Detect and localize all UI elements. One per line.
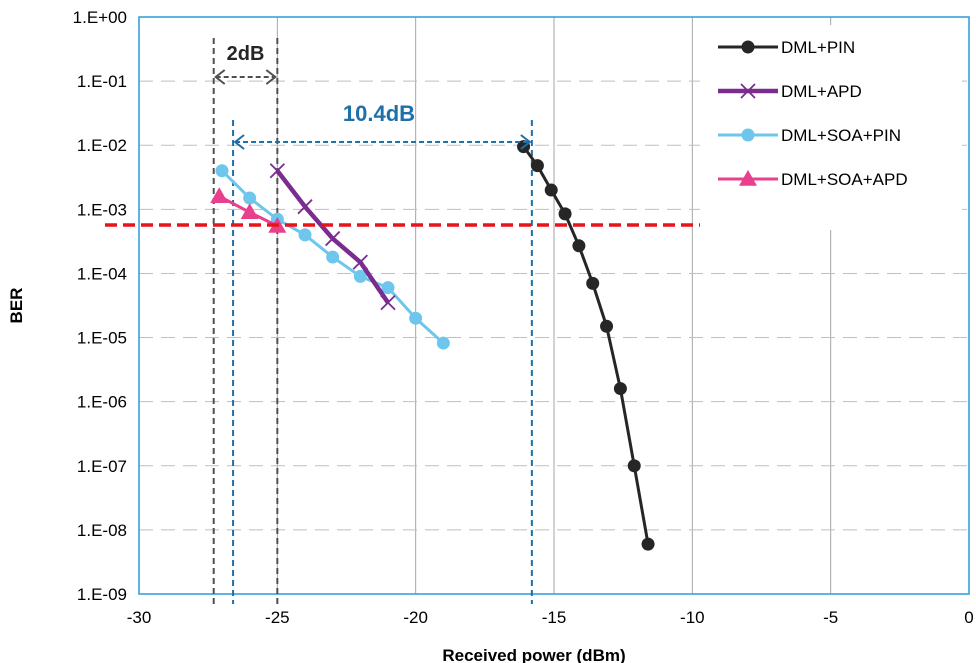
y-tick-label: 1.E+00 [73, 8, 127, 27]
legend-entry-dml-apd: DML+APD [718, 82, 862, 101]
data-point-dml-soa-pin [215, 164, 229, 178]
annotation-arrow-10-4db [233, 134, 532, 150]
reference-lines [212, 38, 533, 604]
series-line-dml-pin [522, 145, 650, 545]
series-dml-apd [269, 163, 396, 311]
x-tick-labels: -30 -25 -20 -15 -10 -5 0 [127, 608, 974, 627]
series-dml-soa-pin [215, 164, 450, 350]
data-point-dml-soa-apd [210, 187, 229, 203]
data-point-dml-apd [352, 254, 368, 270]
data-point-dml-soa-pin [326, 250, 340, 264]
legend-marker-dml-soa-apd [739, 170, 757, 186]
data-point-dml-pin [586, 276, 600, 290]
data-point-dml-pin [600, 319, 614, 333]
x-tick-label: -10 [680, 608, 705, 627]
y-axis-title: BER [7, 288, 26, 324]
legend-marker-dml-soa-pin [741, 128, 755, 142]
y-tick-label: 1.E-05 [77, 329, 127, 348]
x-axis-title: Received power (dBm) [442, 646, 625, 663]
annotation-arrow-2db [214, 69, 277, 85]
series-line-dml-apd [275, 169, 390, 304]
y-tick-labels: 1.E+00 1.E-01 1.E-02 1.E-03 1.E-04 1.E-05 1.E-… [73, 8, 127, 604]
x-tick-label: -30 [127, 608, 152, 627]
plot-area-border [138, 16, 970, 595]
data-point-dml-pin [613, 382, 627, 396]
y-tick-label: 1.E-01 [77, 72, 127, 91]
legend: DML+PIN DML+APD DML+SOA+PIN DML+SOA+APD [700, 25, 962, 230]
legend-label: DML+SOA+PIN [781, 126, 901, 145]
legend-marker-dml-pin [741, 40, 755, 54]
data-point-dml-apd [269, 163, 285, 179]
data-point-dml-soa-pin [353, 269, 367, 283]
data-point-dml-soa-pin [381, 281, 395, 295]
y-tick-label: 1.E-04 [77, 264, 127, 283]
x-tick-label: -20 [403, 608, 428, 627]
y-tick-label: 1.E-09 [77, 585, 127, 604]
y-tick-label: 1.E-08 [77, 521, 127, 540]
data-point-dml-soa-apd [240, 203, 259, 220]
y-tick-label: 1.E-06 [77, 393, 127, 412]
data-point-dml-apd [297, 199, 313, 215]
annotations: 2dB 10.4dB [214, 43, 532, 150]
legend-background [700, 25, 962, 230]
x-tick-label: -15 [542, 608, 567, 627]
legend-marker-dml-apd [740, 83, 756, 99]
legend-label: DML+PIN [781, 38, 855, 57]
data-point-dml-soa-pin [298, 228, 312, 242]
x-tick-label: 0 [964, 608, 973, 627]
series-dml-pin [517, 140, 655, 551]
data-point-dml-soa-pin [409, 311, 423, 325]
legend-entry-dml-soa-apd: DML+SOA+APD [718, 170, 908, 189]
x-tick-label: -25 [265, 608, 290, 627]
data-point-dml-apd [325, 230, 341, 247]
x-tick-label: -5 [823, 608, 838, 627]
legend-label: DML+APD [781, 82, 862, 101]
data-point-dml-soa-pin [243, 191, 257, 205]
legend-label: DML+SOA+APD [781, 170, 908, 189]
data-point-dml-pin [544, 183, 558, 197]
data-point-dml-pin [641, 537, 655, 551]
data-point-dml-apd [380, 295, 396, 311]
data-point-dml-pin [558, 207, 572, 221]
data-point-dml-pin [572, 239, 586, 253]
data-point-dml-soa-pin [436, 336, 450, 350]
annotation-label-2db: 2dB [227, 43, 265, 65]
data-point-dml-pin [627, 459, 641, 473]
y-tick-label: 1.E-02 [77, 136, 127, 155]
y-tick-label: 1.E-07 [77, 457, 127, 476]
data-point-dml-pin [530, 159, 544, 173]
legend-entry-dml-soa-pin: DML+SOA+PIN [718, 126, 901, 145]
legend-entry-dml-pin: DML+PIN [718, 38, 855, 57]
annotation-label-10-4db: 10.4dB [343, 101, 415, 126]
y-tick-label: 1.E-03 [77, 200, 127, 219]
